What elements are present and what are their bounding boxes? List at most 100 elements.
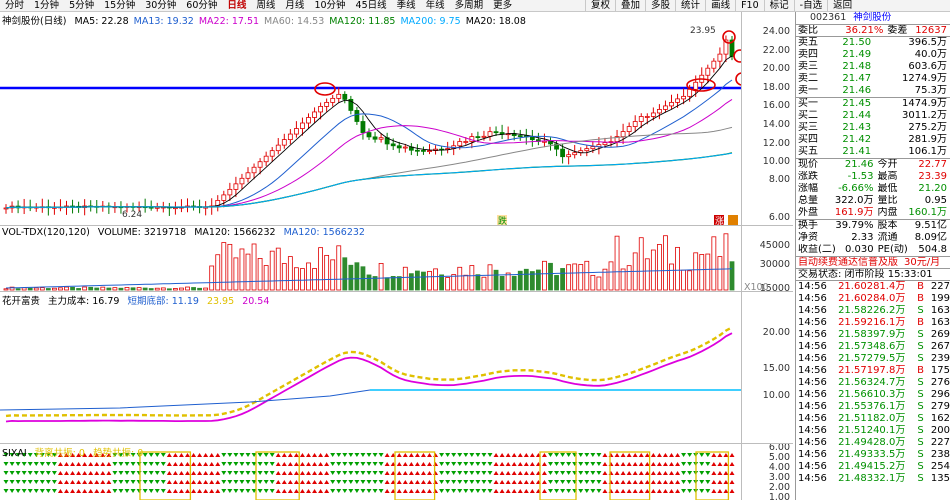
order-volume: 75.3万: [914, 85, 947, 96]
volume-bar: [517, 270, 523, 291]
signal-arrow: [148, 453, 154, 457]
weibi-label: 委比: [798, 25, 818, 36]
signal-arrow: [608, 480, 614, 484]
tick-row[interactable]: 14:56 21.57 197.8万 B 175: [796, 365, 950, 377]
candle: [390, 143, 396, 147]
tick-row[interactable]: 14:56 21.56 324.7万 S 276: [796, 377, 950, 389]
signal-arrow: [687, 480, 693, 484]
tick-row[interactable]: 14:56 21.57 279.5万 S 239: [796, 353, 950, 365]
tick-row[interactable]: 14:56 21.60 284.0万 B 199: [796, 293, 950, 305]
tab-4[interactable]: 30分钟: [145, 0, 177, 11]
tick-row[interactable]: 14:56 21.51 240.1万 S 200: [796, 425, 950, 437]
volume-bar: [693, 252, 699, 291]
signal-arrow: [354, 489, 360, 493]
tab-5[interactable]: 60分钟: [186, 0, 218, 11]
candle: [584, 148, 590, 152]
tab-2[interactable]: 5分钟: [69, 0, 95, 11]
volume-bar: [239, 248, 245, 291]
tab-11[interactable]: 季线: [396, 0, 416, 11]
signal-arrow: [39, 462, 45, 466]
signal-arrow: [541, 462, 547, 466]
signal-arrow: [711, 453, 717, 457]
tick-row[interactable]: 14:56 21.49 415.2万 S 254: [796, 461, 950, 473]
signal-arrow: [293, 453, 299, 457]
tab-6[interactable]: 日线: [227, 0, 247, 11]
axis-tick: 30000: [759, 259, 790, 270]
tab-10[interactable]: 45日线: [355, 0, 387, 11]
ad-row[interactable]: 自动续费通达信普及版 30元/月: [796, 256, 950, 268]
stat-value-2: 160.1万: [908, 207, 947, 218]
stock-name[interactable]: 神剑股份: [853, 12, 892, 23]
tick-row[interactable]: 14:56 21.49 333.5万 S 238: [796, 449, 950, 461]
volume-bar: [723, 233, 729, 291]
candlestick-pane[interactable]: 神剑股份(日线) MA5: 22.28 MA13: 19.32 MA22: 17.5…: [0, 12, 793, 226]
signal-arrow: [420, 471, 426, 475]
tab-9[interactable]: 10分钟: [314, 0, 346, 11]
tool-5[interactable]: F10: [735, 0, 764, 12]
indicator-chart[interactable]: [0, 292, 793, 444]
signal-arrow: [27, 453, 33, 457]
candle: [481, 135, 487, 138]
tab-13[interactable]: 多周期: [454, 0, 484, 11]
candle: [723, 39, 729, 55]
tab-1[interactable]: 1分钟: [34, 0, 60, 11]
signal-arrow: [457, 489, 463, 493]
indicator-pane[interactable]: 花开富贵 主力成本: 16.79 短期底部: 11.19 23.95 20.54…: [0, 292, 793, 444]
volume-pane[interactable]: VOL-TDX(120,120) VOLUME: 3219718 MA120: …: [0, 226, 793, 292]
tab-0[interactable]: 分时: [5, 0, 25, 11]
sixai-pane[interactable]: SIXAI 背离共振: 0 趋势共振: 0 6.00 5.00 4.00 3.00 2.…: [0, 444, 793, 500]
tool-4[interactable]: 画线: [705, 0, 735, 12]
volume-bar: [717, 256, 723, 291]
period-tabs: 分时 1分钟 5分钟 15分钟 30分钟 60分钟 日线 周线 月线 10分钟 45日线 季线 年线 多周…: [0, 0, 517, 12]
tool-1[interactable]: 叠加: [615, 0, 645, 12]
volume-bar: [566, 264, 572, 291]
tool-3[interactable]: 统计: [675, 0, 705, 12]
tick-row[interactable]: 14:56 21.51 182.0万 S 162: [796, 413, 950, 425]
signal-arrow: [650, 453, 656, 457]
signal-arrow: [27, 480, 33, 484]
volume-bar: [306, 262, 311, 291]
candle: [705, 67, 711, 76]
signal-arrow: [554, 480, 560, 484]
volume-bar: [578, 264, 584, 291]
stat-value-2: 21.20: [918, 183, 947, 194]
volume-bar: [209, 265, 215, 291]
sixai-chart[interactable]: [0, 444, 793, 500]
tool-2[interactable]: 多股: [645, 0, 675, 12]
tick-row[interactable]: 14:56 21.48 332.1万 S 135: [796, 473, 950, 485]
tick-row[interactable]: 14:56 21.49 428.0万 S 227: [796, 437, 950, 449]
tick-row[interactable]: 14:56 21.60 281.4万 B 227: [796, 281, 950, 293]
tab-14[interactable]: 更多: [493, 0, 513, 11]
ad-price[interactable]: 30元/月: [904, 257, 941, 268]
tick-direction: B: [917, 281, 924, 292]
signal-arrow: [166, 471, 172, 475]
tick-price: 21.57: [838, 365, 867, 376]
order-row: 卖一 21.46 75.3万: [796, 85, 950, 97]
tool-0[interactable]: 复权: [585, 0, 615, 12]
tick-row[interactable]: 14:56 21.58 226.2万 S 163: [796, 305, 950, 317]
tool-7[interactable]: -自选: [793, 0, 827, 12]
volume-bar: [318, 247, 324, 291]
candlestick-chart[interactable]: 23.95 6.24 跌 涨: [0, 12, 793, 226]
ad-text[interactable]: 自动续费通达信普及版: [798, 257, 898, 268]
signal-arrow: [354, 462, 360, 466]
signal-arrow: [541, 480, 547, 484]
stat-label-2: 今开: [877, 159, 898, 170]
tick-row[interactable]: 14:56 21.59 216.1万 B 163: [796, 317, 950, 329]
tick-price: 21.57: [838, 353, 867, 364]
tick-count: 175: [930, 365, 950, 376]
tick-row[interactable]: 14:56 21.56 610.3万 S 296: [796, 389, 950, 401]
tick-row[interactable]: 14:56 21.57 348.6万 S 267: [796, 341, 950, 353]
tool-8[interactable]: 返回: [827, 0, 857, 12]
tab-3[interactable]: 15分钟: [104, 0, 136, 11]
tick-row[interactable]: 14:56 21.58 397.9万 S 269: [796, 329, 950, 341]
tool-6[interactable]: 标记: [763, 0, 794, 12]
tick-list[interactable]: 14:56 21.60 281.4万 B 227 14:56 21.60 284.0万 B 199…: [796, 280, 950, 485]
tab-7[interactable]: 周线: [256, 0, 276, 11]
signal-arrow: [662, 462, 668, 466]
volume-chart[interactable]: [0, 226, 793, 292]
signal-arrow: [118, 471, 124, 475]
tab-8[interactable]: 月线: [285, 0, 305, 11]
tab-12[interactable]: 年线: [425, 0, 445, 11]
tick-row[interactable]: 14:56 21.55 376.1万 S 279: [796, 401, 950, 413]
